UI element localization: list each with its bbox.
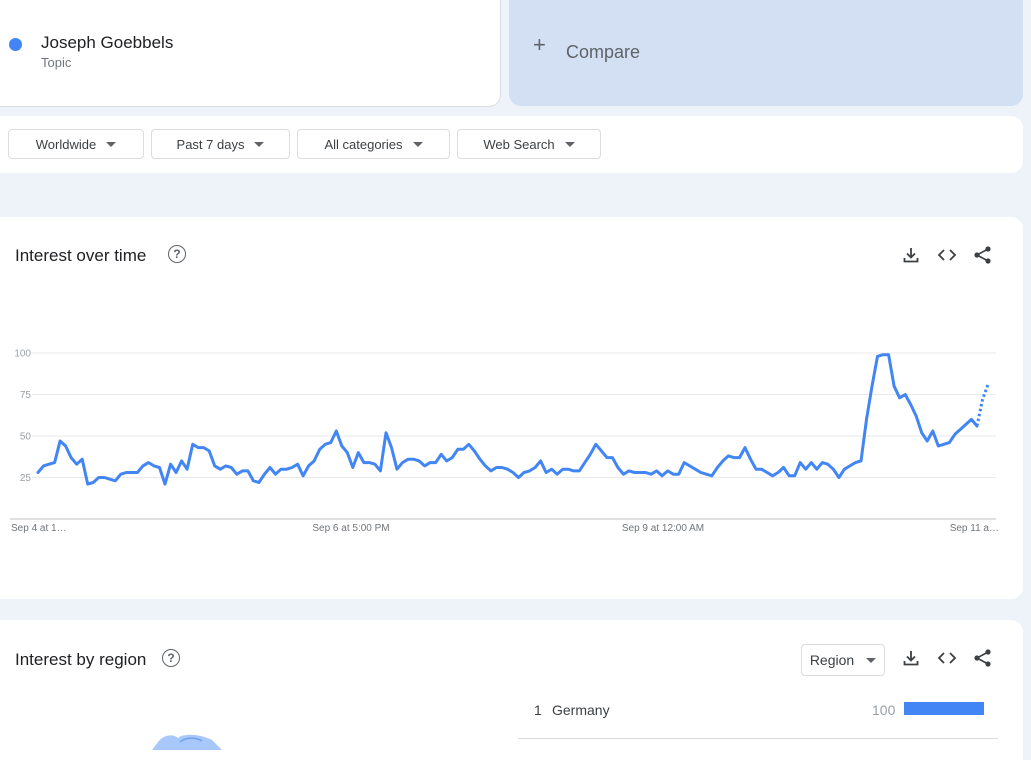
y-tick-label: 25 — [20, 473, 32, 484]
region-row-name[interactable]: Germany — [552, 702, 610, 718]
compare-button[interactable]: + Compare — [509, 0, 1023, 106]
share-icon[interactable] — [972, 647, 994, 669]
location-filter-dropdown[interactable]: Worldwide — [8, 129, 144, 159]
search-term-card[interactable]: Joseph Goebbels Topic — [0, 0, 501, 107]
download-icon[interactable] — [900, 244, 922, 266]
search-type-filter-label: Web Search — [483, 136, 555, 152]
question-circle-icon[interactable]: ? — [168, 245, 186, 263]
interest-over-time-chart: 25 50 75 100 Sep 4 at 1… Sep 6 at 5:00 PM Sep … — [10, 349, 999, 534]
interest-over-time-title: Interest over time — [15, 246, 147, 265]
share-icon[interactable] — [972, 244, 994, 266]
series-color-dot-icon — [9, 38, 22, 51]
category-filter-dropdown[interactable]: All categories — [297, 129, 450, 159]
interest-by-region-card: Interest by region ? Region 1 Germany 10… — [0, 620, 1023, 760]
embed-code-icon[interactable] — [936, 244, 958, 266]
search-term-type: Topic — [41, 55, 72, 70]
region-row-rank: 1 — [534, 702, 542, 718]
region-resolution-label: Region — [809, 652, 855, 668]
caret-down-icon — [564, 141, 575, 147]
caret-down-icon — [412, 141, 423, 147]
caret-down-icon — [866, 657, 877, 663]
x-tick-label: Sep 9 at 12:00 AM — [622, 523, 704, 534]
compare-label: Compare — [566, 42, 641, 62]
filter-bar: Worldwide Past 7 days All categories Web… — [0, 116, 1023, 173]
question-circle-icon[interactable]: ? — [162, 649, 180, 667]
caret-down-icon — [254, 141, 265, 147]
interest-over-time-card: Interest over time ? 25 50 75 100 Sep 4 at 1… — [0, 217, 1023, 599]
embed-code-icon[interactable] — [936, 647, 958, 669]
region-resolution-dropdown[interactable]: Region — [801, 644, 885, 676]
y-tick-label: 75 — [20, 390, 32, 401]
x-tick-label: Sep 6 at 5:00 PM — [312, 523, 389, 534]
time-filter-dropdown[interactable]: Past 7 days — [151, 129, 290, 159]
time-filter-label: Past 7 days — [176, 136, 245, 152]
y-tick-label: 100 — [14, 349, 31, 360]
search-type-filter-dropdown[interactable]: Web Search — [457, 129, 601, 159]
caret-down-icon — [106, 141, 117, 147]
download-icon[interactable] — [900, 647, 922, 669]
interest-by-region-title: Interest by region — [15, 650, 147, 669]
search-term-name: Joseph Goebbels — [41, 33, 174, 52]
x-tick-label: Sep 4 at 1… — [11, 523, 67, 534]
series-line — [36, 353, 979, 486]
plus-icon: + — [533, 32, 546, 57]
region-map[interactable] — [140, 728, 260, 758]
region-row-value: 100 — [872, 702, 896, 718]
region-row-divider — [518, 738, 998, 739]
location-filter-label: Worldwide — [35, 136, 97, 152]
x-tick-label: Sep 11 a… — [950, 523, 999, 534]
region-row-bar — [904, 702, 984, 715]
series-partial-line — [975, 383, 990, 427]
y-tick-label: 50 — [20, 432, 32, 443]
category-filter-label: All categories — [324, 136, 403, 152]
